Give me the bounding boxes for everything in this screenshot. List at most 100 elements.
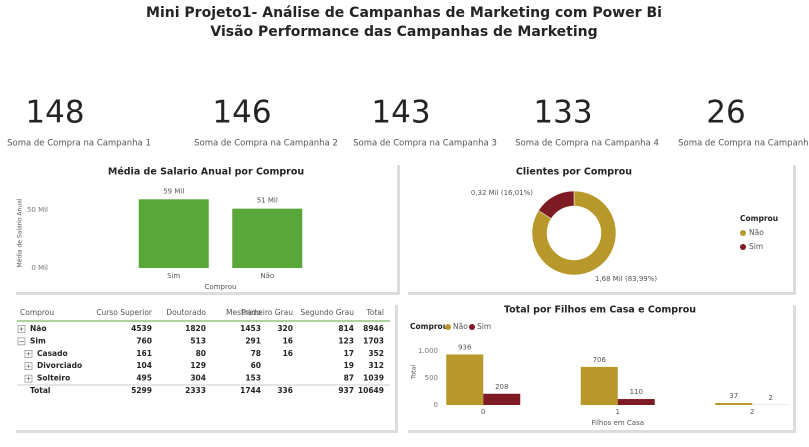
x-tick-label: 1 [616,408,620,416]
table-header: Comprou [20,308,54,317]
bar [446,354,484,405]
value-label: 2 [769,394,773,402]
table-cell: 153 [245,374,261,383]
table-cell: 2333 [185,386,206,395]
x-tick-label: 0 [481,408,485,416]
pie-slice [538,190,575,219]
legend-title: Comprou [740,214,778,223]
kpi-value: 143 [371,95,430,131]
table-cell: 19 [344,361,354,370]
chart-title: Total por Filhos em Casa e Comprou [504,305,696,316]
x-tick-label: Não [260,272,274,280]
legend-label: Sim [477,322,491,331]
legend-label: Não [749,228,764,237]
table-header: Doutorado [166,308,206,317]
y-tick-label: 0 Mil [31,264,48,272]
legend-label: Não [453,322,468,331]
table-cell: 320 [277,324,293,333]
bar [483,393,521,405]
value-label: 51 Mil [257,197,278,205]
table-cell: 1039 [363,374,384,383]
table-cell: 336 [277,386,293,395]
legend-title: Comprou [410,322,448,331]
table-cell: 1744 [240,386,261,395]
table-cell: 123 [338,336,354,345]
table-cell: 513 [190,336,206,345]
table-cell: 937 [338,386,354,395]
table-cell: 304 [190,374,206,383]
y-tick-label: 500 [425,374,438,382]
y-tick-label: 1.000 [418,347,438,355]
legend-marker [469,324,475,330]
kpi-label: Soma de Compra na Campanha 2 [194,139,338,149]
value-label: 0,32 Mil (16,01%) [471,189,533,197]
bar [580,366,618,405]
row-label: Casado [37,349,68,358]
table-cell: 4539 [131,324,152,333]
value-label: 208 [495,383,508,391]
kpi-value: 26 [706,95,745,131]
row-label: Sim [30,336,46,345]
table-header: Segundo Grau [300,308,354,317]
table-cell: 161 [136,349,152,358]
table-cell: 1703 [363,336,384,345]
page-subtitle: Visão Performance das Campanhas de Marke… [210,24,597,40]
row-label: Não [30,324,47,333]
table-cell: 312 [368,361,384,370]
bar [232,208,303,268]
legend-marker [740,244,746,250]
y-axis-label: Total [411,365,418,380]
page-title: Mini Projeto1- Análise de Campanhas de M… [146,5,662,21]
table-cell: 1453 [240,324,261,333]
table-cell: 16 [283,336,293,345]
value-label: 59 Mil [163,187,184,195]
table-cell: 8946 [363,324,384,333]
table-cell: 10649 [358,386,384,395]
table-cell: 129 [190,361,206,370]
panel [13,302,395,430]
table-cell: 814 [338,324,354,333]
kpi-value: 133 [533,95,592,131]
pie-slice [531,190,617,276]
kpi-label: Soma de Compra na Campanha 3 [353,139,497,149]
x-axis-label: Filhos em Casa [592,419,644,427]
row-label: Total [30,386,51,395]
legend-marker [740,230,746,236]
y-axis-label: Média de Salario Anual [17,198,24,267]
legend-label: Sim [749,242,763,251]
value-label: 1,68 Mil (83,99%) [595,275,657,283]
value-label: 37 [729,392,738,400]
kpi-value: 146 [212,95,271,131]
row-label: Solteiro [37,374,70,383]
table-header: Primeiro Grau [241,308,293,317]
value-label: 110 [630,388,643,396]
kpi-label: Soma de Compra na Campanha 5 [678,139,809,149]
table-header: Total [365,308,384,317]
bar [138,199,209,268]
value-label: 706 [593,356,607,364]
legend-marker [445,324,451,330]
chart-title: Média de Salario Anual por Comprou [108,167,304,178]
y-tick-label: 50 Mil [27,206,48,214]
y-tick-label: 0 [434,401,438,409]
table-cell: 104 [136,361,152,370]
kpi-label: Soma de Compra na Campanha 1 [7,139,151,149]
table-cell: 5299 [131,386,152,395]
table-cell: 760 [136,336,152,345]
x-tick-label: Sim [167,272,180,280]
table-cell: 87 [344,374,354,383]
table-cell: 60 [251,361,261,370]
table-cell: 16 [283,349,293,358]
table-cell: 80 [196,349,206,358]
bar [617,399,655,405]
panel [405,162,793,292]
chart-title: Clientes por Comprou [516,167,632,178]
kpi-label: Soma de Compra na Campanha 4 [515,139,659,149]
table-cell: 78 [251,349,261,358]
value-label: 936 [458,343,472,351]
table-cell: 495 [136,374,152,383]
x-tick-label: 2 [750,408,754,416]
bar [715,403,753,405]
kpi-value: 148 [25,95,84,131]
